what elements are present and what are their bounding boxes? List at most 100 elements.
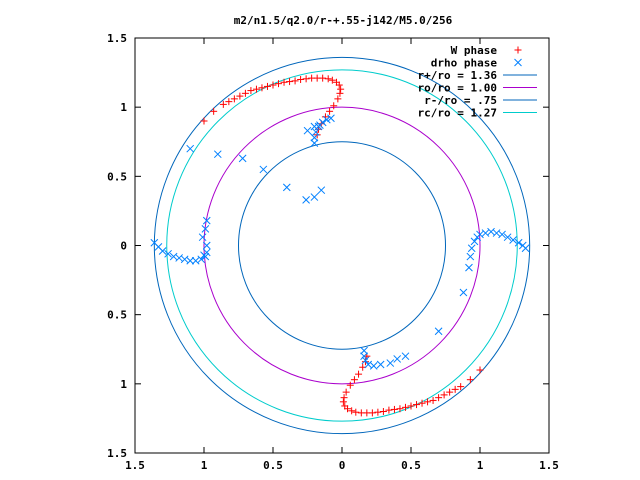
w-phase-point [429,396,437,404]
w-phase-point [352,408,360,416]
circle-1 [203,106,481,385]
drho-phase-point [492,229,501,237]
drho-phase-point [310,193,319,201]
legend-label: ro/ro = 1.00 [418,82,497,95]
y-tick-label: 0 [120,240,127,253]
w-phase-point [200,117,208,125]
w-phase-point [219,100,227,108]
drho-phase-point [503,233,512,242]
drho-phase-point [481,229,490,237]
drho-phase-point [466,252,475,261]
w-phase-point [247,87,255,95]
drho-phase-point [514,238,523,247]
w-phase-point [396,405,404,413]
w-phase-point [335,81,343,89]
drho-phase-point [467,244,476,253]
w-phase-point [328,76,336,84]
w-phase-point [424,398,432,406]
w-phase-point [236,92,244,100]
w-phase-point [269,81,277,89]
drho-phase-point [509,236,517,244]
w-phase-point [374,408,382,416]
legend-label: W phase [451,44,498,57]
drho-phase-point [317,186,326,195]
w-phase-point [252,85,260,93]
x-tick-label: 1.5 [539,459,559,472]
drho-phase-point [282,183,291,192]
drho-phase-point [322,115,331,124]
drho-phase-point [311,128,320,136]
w-phase-point [297,76,305,83]
x-tick-label: 1 [201,459,208,472]
drho-phase-point [259,165,268,174]
circle-0 [153,56,531,435]
drho-phase-point [180,255,189,264]
drho-phase-point [186,144,195,153]
w-phase-point [435,394,443,402]
w-phase-point [230,95,238,103]
drho-phase-point [521,244,530,253]
x-tick-label: 0.5 [263,459,283,472]
circle-3 [166,69,518,422]
x-tick-label: 0.5 [401,459,421,472]
w-phase-point [407,402,415,410]
y-tick-label: 1.5 [107,447,127,460]
w-phase-point [326,107,334,115]
w-phase-point [330,102,338,110]
drho-phase-point [202,241,211,250]
drho-phase-point [310,122,319,131]
w-phase-point [466,376,474,384]
x-tick-label: 0 [339,459,346,472]
drho-phase-point [364,360,373,369]
w-phase-point [446,388,454,396]
w-phase-point [401,403,409,411]
drho-phase-point [238,154,247,163]
w-phase-point [341,402,349,410]
drho-phase-point [303,126,312,135]
drho-phase-point [213,150,222,159]
drho-phase-point [202,248,211,257]
data-points [150,74,530,417]
drho-phase-point [401,352,410,361]
w-phase-point [291,77,299,85]
legend-swatch [514,58,522,67]
drho-phase-point [376,360,385,369]
w-phase-point [336,89,344,97]
y-tick-label: 1.5 [107,32,127,45]
w-phase-point [476,366,484,374]
drho-phase-point [191,256,200,265]
w-phase-point [210,107,218,115]
drho-phase-point [202,216,211,225]
w-phase-point [241,89,249,97]
y-tick-label: 0.5 [107,170,127,183]
w-phase-point [350,376,358,384]
w-phase-point [263,82,271,90]
w-phase-point [451,385,459,393]
drho-phase-point [386,359,395,367]
w-phase-point [440,391,448,399]
drho-phase-point [302,195,310,204]
drho-phase-point [175,254,184,262]
circle-2 [238,141,446,350]
y-tick-label: 0.5 [107,309,127,322]
w-phase-point [286,78,294,86]
w-phase-point [324,75,332,83]
legend-label: r-/ro = .75 [424,94,497,107]
reference-circles [153,56,531,435]
legend-label: drho phase [431,57,498,70]
drho-phase-point [198,233,207,242]
drho-phase-point [158,247,167,255]
w-phase-point [302,75,310,83]
x-tick-label: 1.5 [125,459,145,472]
w-phase-point [457,383,465,391]
legend-label: rc/ro = 1.27 [418,107,497,120]
y-tick-label: 1 [120,101,127,114]
x-tick-label: 1 [477,459,484,472]
drho-phase-point [197,255,206,264]
w-phase-point [379,408,387,415]
w-phase-point [390,405,398,413]
drho-phase-point [369,361,378,370]
w-phase-point [225,98,233,106]
